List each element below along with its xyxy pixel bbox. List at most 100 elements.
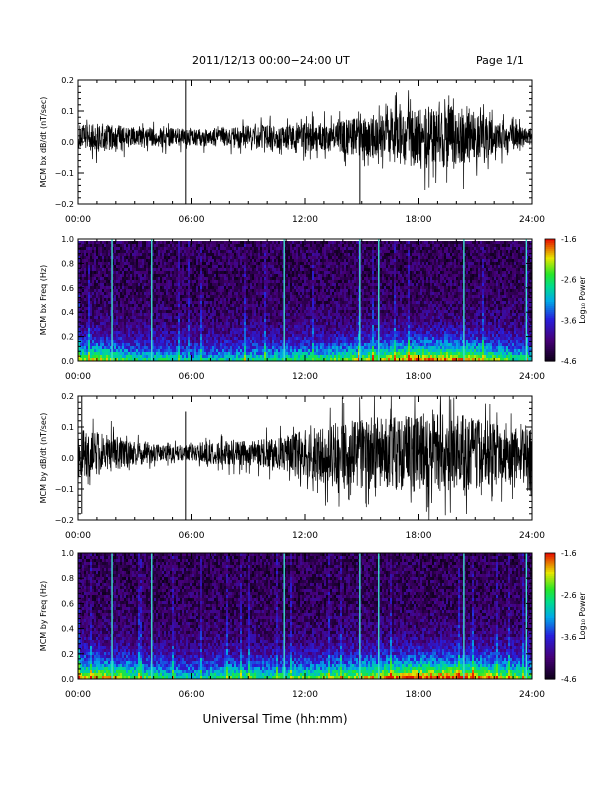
spectrogram-cell: [222, 346, 224, 349]
spectrogram-cell: [188, 298, 190, 301]
spectrogram-cell: [140, 286, 142, 289]
spectrogram-cell: [88, 295, 90, 298]
spectrogram-cell: [220, 265, 222, 268]
spectrogram-cell: [320, 301, 322, 304]
spectrogram-cell: [270, 307, 272, 310]
spectrogram-cell: [272, 265, 274, 268]
spectrogram-cell: [128, 286, 130, 289]
spectrogram-cell: [214, 328, 216, 331]
spectrogram-cell: [102, 343, 104, 346]
spectrogram-cell: [226, 337, 228, 340]
spectrogram-cell: [238, 313, 240, 316]
spectrogram-cell: [282, 283, 284, 286]
spectrogram-cell: [320, 331, 322, 334]
spectrogram-cell: [84, 352, 86, 355]
spectrogram-cell: [222, 271, 224, 274]
spectrogram-cell: [142, 322, 144, 325]
spectrogram-cell: [302, 244, 304, 247]
spectrogram-cell: [246, 292, 248, 295]
spectrogram-cell: [236, 250, 238, 253]
spectrogram-cell: [264, 268, 266, 271]
spectrogram-cell: [238, 259, 240, 262]
spectrogram-cell: [204, 259, 206, 262]
spectrogram-cell: [212, 313, 214, 316]
spectrogram-cell: [292, 262, 294, 265]
spectrogram-cell: [290, 325, 292, 328]
spectrogram-cell: [292, 334, 294, 337]
spectrogram-cell: [180, 295, 182, 298]
spectrogram-cell: [242, 286, 244, 289]
spectrogram-cell: [258, 277, 260, 280]
spectrogram-cell: [182, 256, 184, 259]
spectrogram-cell: [286, 247, 288, 250]
spectrogram-cell: [294, 280, 296, 283]
spectrogram-cell: [190, 346, 192, 349]
spectrogram-cell: [298, 337, 300, 340]
spectrogram-cell: [156, 307, 158, 310]
spectrogram-cell: [312, 265, 314, 268]
spectrogram-cell: [266, 241, 268, 244]
spectrogram-cell: [232, 271, 234, 274]
spectrogram-cell: [262, 313, 264, 316]
spectrogram-cell: [226, 313, 228, 316]
spectrogram-cell: [158, 307, 160, 310]
spectrogram-cell: [274, 319, 276, 322]
figure-title: 2011/12/13 00:00−24:00 UT: [192, 54, 350, 67]
spectrogram-cell: [222, 325, 224, 328]
spectrogram-cell: [176, 247, 178, 250]
spectrogram-cell: [116, 349, 118, 352]
spectrogram-cell: [140, 262, 142, 265]
spectrogram-cell: [258, 352, 260, 355]
spectrogram-cell: [188, 313, 190, 316]
spectrogram-cell: [160, 358, 162, 361]
spectrogram-cell: [270, 319, 272, 322]
spectrogram-cell: [102, 253, 104, 256]
spectrogram-cell: [90, 274, 92, 277]
spectrogram-cell: [98, 286, 100, 289]
spectrogram-cell: [284, 337, 286, 340]
spectrogram-cell: [288, 292, 290, 295]
spectrogram-cell: [298, 325, 300, 328]
spectrogram-cell: [100, 241, 102, 244]
spectrogram-cell: [230, 283, 232, 286]
spectrogram-cell: [154, 262, 156, 265]
spectrogram-cell: [168, 331, 170, 334]
spectrogram-cell: [92, 355, 94, 358]
spectrogram-cell: [248, 289, 250, 292]
spectrogram-cell: [118, 283, 120, 286]
spectrogram-cell: [208, 307, 210, 310]
spectrogram-cell: [248, 259, 250, 262]
spectrogram-cell: [90, 253, 92, 256]
spectrogram-cell: [156, 298, 158, 301]
spectrogram-cell: [234, 298, 236, 301]
spectrogram-cell: [228, 301, 230, 304]
spectrogram-cell: [146, 286, 148, 289]
spectrogram-cell: [82, 322, 84, 325]
spectrogram-cell: [90, 334, 92, 337]
spectrogram-cell: [184, 358, 186, 361]
spectrogram-cell: [110, 352, 112, 355]
spectrogram-cell: [260, 319, 262, 322]
spectrogram-cell: [156, 316, 158, 319]
spectrogram-cell: [246, 241, 248, 244]
spectrogram-cell: [130, 271, 132, 274]
spectrogram-cell: [310, 292, 312, 295]
spectrogram-cell: [216, 352, 218, 355]
spectrogram-cell: [240, 307, 242, 310]
spectrogram-cell: [170, 346, 172, 349]
spectrogram-cell: [194, 325, 196, 328]
spectrogram-cell: [278, 337, 280, 340]
spectrogram-cell: [136, 349, 138, 352]
spectrogram-cell: [118, 343, 120, 346]
spectrogram-cell: [284, 319, 286, 322]
spectrogram-cell: [130, 265, 132, 268]
spectrogram-cell: [100, 334, 102, 337]
spectrogram-cell: [198, 250, 200, 253]
spectrogram-cell: [158, 301, 160, 304]
spectrogram-cell: [106, 325, 108, 328]
spectrogram-cell: [106, 358, 108, 361]
spectrogram-cell: [280, 256, 282, 259]
spectrogram-cell: [320, 289, 322, 292]
spectrogram-cell: [222, 337, 224, 340]
spectrogram-cell: [180, 340, 182, 343]
